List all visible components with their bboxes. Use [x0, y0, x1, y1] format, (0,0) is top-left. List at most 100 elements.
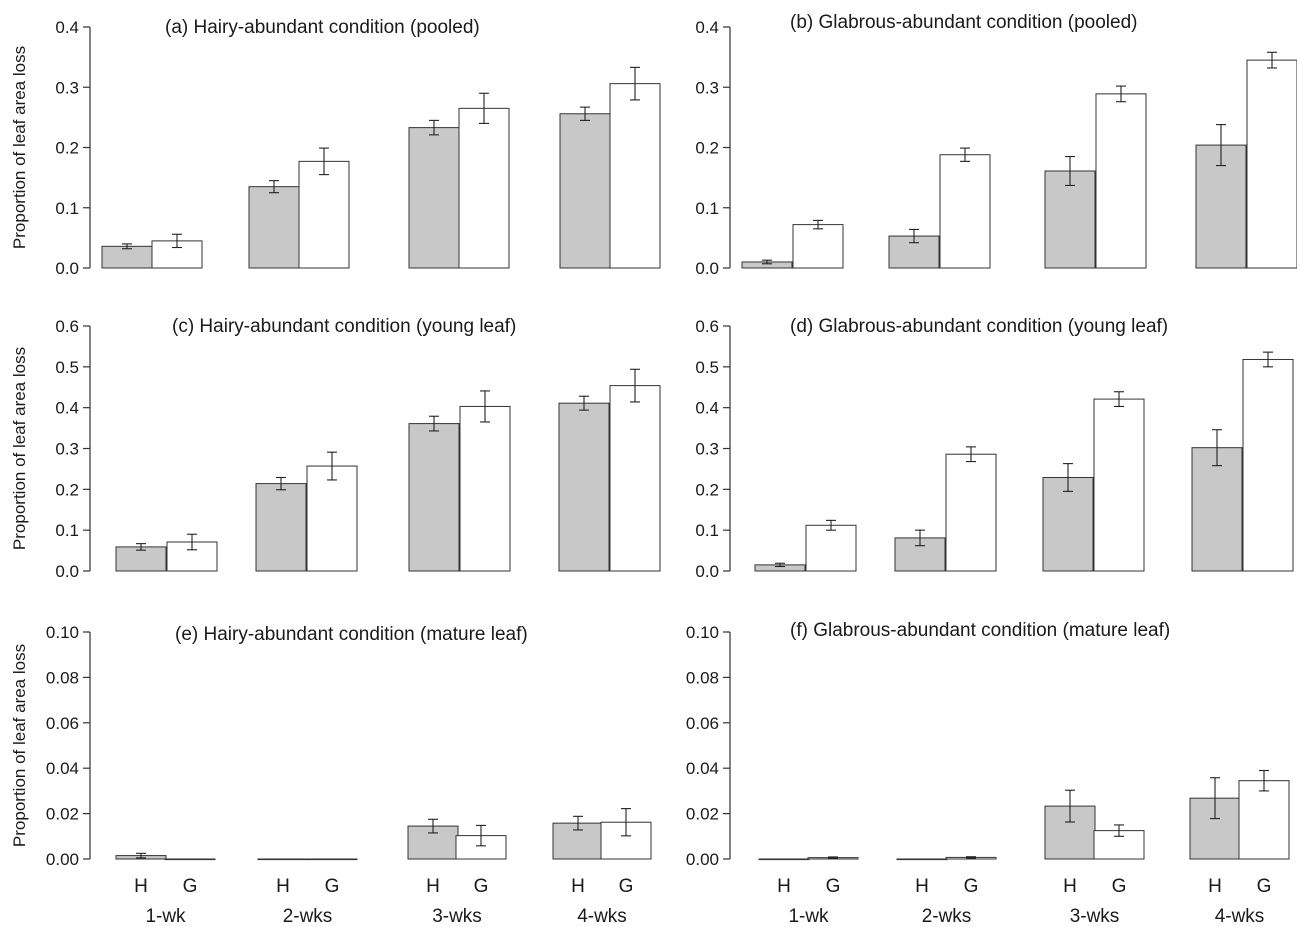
- y-axis-title: Proportion of leaf area loss: [10, 347, 29, 550]
- y-tick-label: 0.4: [55, 18, 79, 37]
- x-group-label: 4-wks: [1215, 906, 1265, 927]
- bar-H-1-wk: [115, 546, 167, 572]
- bar-G-1-wk: [164, 858, 216, 861]
- panel-e: 0.00 0.02 0.04 0.06 0.08 0.10 Proportion of le…: [10, 623, 652, 927]
- x-treatment-label: G: [826, 876, 841, 897]
- panel-title: (f) Glabrous-abundant condition (mature …: [790, 620, 1170, 641]
- y-tick-label: 0.2: [55, 139, 79, 158]
- bar-G-4-wks: [1238, 780, 1290, 860]
- y-tick-label: 0.3: [55, 440, 79, 459]
- y-tick-label: 0.02: [686, 805, 719, 824]
- bar-G-2-wks: [945, 453, 997, 572]
- x-treatment-label: H: [777, 876, 791, 897]
- bar-H-3-wks: [408, 127, 460, 269]
- panel-d: 0.0 0.1 0.2 0.3 0.4 0.5 0.6 (d) Glabrous-abunda…: [695, 316, 1294, 581]
- panel-title: (d) Glabrous-abundant condition (young l…: [790, 316, 1168, 337]
- x-treatment-label: G: [1112, 876, 1127, 897]
- y-tick-label: 0.0: [55, 562, 79, 581]
- panel-b: 0.0 0.1 0.2 0.3 0.4 (b) Glabrous-abundant con…: [695, 12, 1297, 278]
- y-tick-label: 0.2: [55, 480, 79, 499]
- y-tick-label: 0.1: [695, 199, 719, 218]
- panel-title: (a) Hairy-abundant condition (pooled): [165, 17, 480, 38]
- y-tick-label: 0.4: [695, 399, 719, 418]
- y-tick-label: 0.1: [55, 199, 79, 218]
- x-treatment-label: H: [276, 876, 290, 897]
- bar-G-2-wks: [298, 160, 350, 269]
- y-tick-label: 0.3: [55, 78, 79, 97]
- y-tick-label: 0.2: [695, 139, 719, 158]
- bar-H-1-wk: [758, 858, 810, 861]
- bar-G-1-wk: [805, 524, 857, 572]
- x-treatment-label: H: [134, 876, 148, 897]
- y-axis-title: Proportion of leaf area loss: [10, 644, 29, 847]
- panel-title: (b) Glabrous-abundant condition (pooled): [790, 12, 1138, 33]
- y-tick-label: 0.1: [55, 521, 79, 540]
- x-group-label: 1-wk: [788, 906, 829, 927]
- panel-title: (c) Hairy-abundant condition (young leaf…: [172, 316, 516, 337]
- y-tick-label: 0.0: [695, 562, 719, 581]
- bar-G-4-wks: [609, 385, 661, 572]
- x-treatment-label: H: [1208, 876, 1222, 897]
- x-group-label: 2-wks: [283, 906, 333, 927]
- y-tick-label: 0.04: [686, 759, 719, 778]
- x-treatment-label: G: [183, 876, 198, 897]
- x-treatment-label: G: [1257, 876, 1272, 897]
- bar-G-4-wks: [1246, 59, 1297, 269]
- bar-H-2-wks: [255, 483, 307, 572]
- bar-H-2-wks: [896, 858, 948, 861]
- y-tick-label: 0.02: [46, 805, 79, 824]
- bar-H-1-wk: [101, 245, 153, 269]
- x-group-label: 3-wks: [432, 906, 482, 927]
- x-treatment-label: G: [964, 876, 979, 897]
- x-treatment-label: G: [619, 876, 634, 897]
- x-group-label: 2-wks: [922, 906, 972, 927]
- y-tick-label: 0.08: [46, 668, 79, 687]
- bar-G-4-wks: [1242, 358, 1294, 572]
- bar-H-2-wks: [248, 186, 300, 269]
- bar-H-3-wks: [408, 423, 460, 572]
- x-treatment-label: H: [915, 876, 929, 897]
- y-tick-label: 0.04: [46, 759, 79, 778]
- x-group-label: 3-wks: [1070, 906, 1120, 927]
- panel-f: 0.00 0.02 0.04 0.06 0.08 0.10 (f) Glabrous-abu…: [686, 620, 1290, 927]
- y-tick-label: 0.10: [46, 623, 79, 642]
- x-treatment-label: H: [426, 876, 440, 897]
- bar-G-1-wk: [792, 224, 844, 269]
- y-tick-label: 0.6: [55, 317, 79, 336]
- x-treatment-label: G: [474, 876, 489, 897]
- bar-G-4-wks: [609, 83, 661, 269]
- bar-H-4-wks: [559, 113, 611, 269]
- y-tick-label: 0.10: [686, 623, 719, 642]
- y-tick-label: 0.5: [55, 358, 79, 377]
- bar-H-4-wks: [1191, 447, 1243, 572]
- y-tick-label: 0.00: [686, 850, 719, 869]
- panel-title: (e) Hairy-abundant condition (mature lea…: [175, 624, 528, 645]
- y-tick-label: 0.06: [46, 714, 79, 733]
- y-tick-label: 0.3: [695, 440, 719, 459]
- x-group-label: 4-wks: [577, 906, 627, 927]
- y-tick-label: 0.4: [695, 18, 719, 37]
- bar-G-2-wks: [306, 465, 358, 572]
- bar-H-4-wks: [558, 402, 610, 572]
- bar-G-3-wks: [458, 107, 510, 269]
- y-tick-label: 0.4: [55, 399, 79, 418]
- y-tick-label: 0.5: [695, 358, 719, 377]
- y-tick-label: 0.1: [695, 521, 719, 540]
- y-tick-label: 0.08: [686, 668, 719, 687]
- y-tick-label: 0.2: [695, 480, 719, 499]
- y-tick-label: 0.0: [695, 259, 719, 278]
- y-tick-label: 0.3: [695, 78, 719, 97]
- bar-H-3-wks: [1044, 170, 1096, 269]
- x-treatment-label: H: [571, 876, 585, 897]
- bar-G-3-wks: [1093, 398, 1145, 572]
- panel-c: 0.0 0.1 0.2 0.3 0.4 0.5 0.6 Proportion of leaf …: [10, 316, 661, 581]
- x-treatment-label: G: [325, 876, 340, 897]
- bar-H-2-wks: [257, 858, 309, 861]
- bar-G-3-wks: [459, 405, 511, 572]
- y-tick-label: 0.0: [55, 259, 79, 278]
- y-tick-label: 0.00: [46, 850, 79, 869]
- y-axis-title: Proportion of leaf area loss: [10, 46, 29, 249]
- bar-G-3-wks: [1095, 93, 1147, 269]
- y-tick-label: 0.6: [695, 317, 719, 336]
